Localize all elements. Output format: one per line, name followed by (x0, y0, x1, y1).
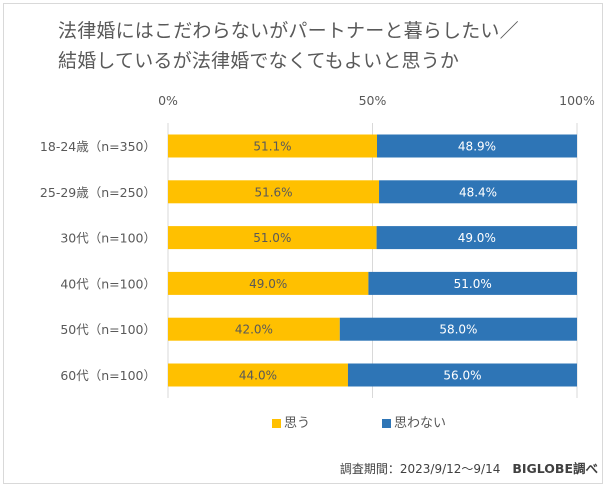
category-label: 25-29歳（n=250） (40, 185, 156, 200)
bar-segment-no (376, 226, 577, 250)
data-label-yes: 44.0% (239, 369, 277, 383)
data-label-no: 49.0% (458, 231, 496, 245)
data-label-yes: 42.0% (235, 323, 273, 337)
x-axis-ticks: 0% 50% 100% (158, 93, 595, 108)
bar-segment-yes (168, 317, 340, 341)
chart-title-line-2: 結婚しているが法律婚でなくてもよいと思うか (58, 50, 460, 72)
source-credit: BIGLOBE調べ (512, 461, 598, 476)
bar-segment-yes (168, 363, 348, 387)
legend-swatch-no (382, 418, 391, 428)
legend-label-no: 思わない (394, 416, 447, 431)
x-tick-label: 100% (559, 93, 595, 108)
bar-segment-yes (168, 271, 369, 295)
legend: 思う 思わない (0, 412, 610, 432)
bar-segment-yes (168, 226, 377, 250)
chart-title: 法律婚にはこだわらないがパートナーと暮らしたい／ 結婚しているが法律婚でなくても… (58, 16, 578, 76)
category-label: 40代（n=100） (60, 276, 156, 291)
bar-segment-no (376, 134, 577, 158)
bar-segment-yes (168, 180, 380, 204)
category-label: 30代（n=100） (60, 231, 156, 246)
category-label: 60代（n=100） (60, 368, 156, 383)
data-label-no: 48.4% (459, 185, 497, 199)
data-label-yes: 51.6% (254, 185, 292, 199)
data-label-yes: 49.0% (249, 277, 287, 291)
category-label: 18-24歳（n=350） (40, 139, 156, 154)
data-label-no: 48.9% (458, 140, 496, 154)
data-label-no: 56.0% (443, 369, 481, 383)
survey-period: 調査期間：2023/9/12～9/14 (339, 462, 501, 476)
category-label: 50代（n=100） (60, 322, 156, 337)
x-tick-label: 50% (359, 93, 387, 108)
legend-swatch-yes (272, 418, 281, 428)
legend-item-yes: 思う (272, 412, 310, 431)
footer: 調査期間：2023/9/12～9/14 BIGLOBE調べ (340, 458, 598, 477)
data-label-no: 51.0% (454, 277, 492, 291)
bar-segment-yes (168, 134, 377, 158)
bars: 51.1% 48.9% 51.6% 48.4% 51.0% 49.0% 49.0% 51.0%… (168, 134, 577, 387)
gridlines (167, 123, 578, 398)
chart-title-line-1: 法律婚にはこだわらないがパートナーと暮らしたい／ (58, 20, 519, 42)
bar-segment-no (347, 363, 577, 387)
bar-segment-no (379, 180, 577, 204)
data-label-yes: 51.0% (253, 231, 291, 245)
legend-item-no: 思わない (382, 412, 446, 431)
data-label-yes: 51.1% (253, 140, 291, 154)
legend-label-yes: 思う (284, 416, 311, 431)
x-tick-label: 0% (158, 93, 178, 108)
bar-segment-no (339, 317, 577, 341)
data-label-no: 58.0% (439, 323, 477, 337)
bar-segment-no (368, 271, 577, 295)
category-labels: 18-24歳（n=350） 25-29歳（n=250） 30代（n=100） 40代（… (40, 139, 156, 383)
